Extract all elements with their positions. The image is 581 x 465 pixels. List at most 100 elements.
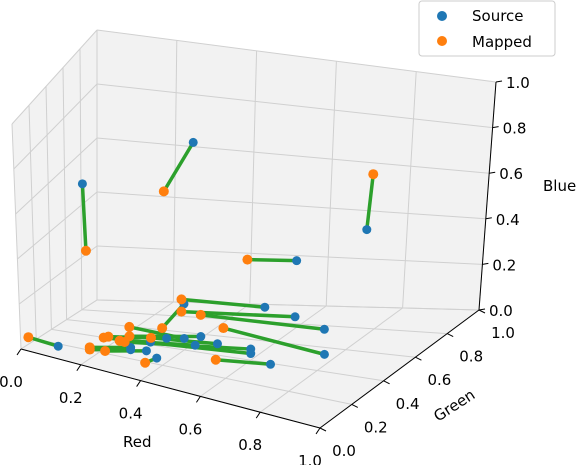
source-point-22 — [319, 349, 329, 359]
z-tick-label-2: 0.4 — [496, 211, 520, 229]
grid-back-z-5 — [96, 29, 497, 83]
mapped-point-21 — [210, 354, 221, 365]
y-tick-mark-4 — [446, 333, 454, 338]
mapped-point-8 — [157, 323, 168, 334]
source-point-9 — [162, 333, 172, 343]
mapped-point-4 — [242, 254, 253, 265]
x-tick-mark-1 — [76, 364, 82, 372]
x-tick-label-2: 0.4 — [119, 405, 143, 423]
mapped-point-12 — [145, 332, 156, 343]
y-tick-label-5: 1.0 — [491, 324, 515, 342]
mapped-point-3 — [368, 169, 379, 180]
grid-left-y-0 — [11, 123, 22, 350]
grid-floor-x-3 — [200, 305, 327, 397]
x-tick-label-0: 0.0 — [0, 373, 23, 391]
grid-back-x-4 — [402, 71, 417, 309]
z-axis-label: Blue — [543, 177, 576, 195]
mapped-point-0 — [23, 332, 34, 343]
x-axis-line — [20, 348, 321, 429]
z-tick-label-5: 1.0 — [506, 74, 530, 92]
back-wall-pane — [97, 30, 496, 310]
link-line-1 — [80, 182, 88, 253]
link-line-21 — [213, 357, 273, 367]
z-tick-mark-2 — [485, 217, 492, 220]
link-line-5 — [179, 297, 267, 309]
data-points — [23, 137, 379, 369]
x-tick-labels: 0.0 0.2 0.4 0.6 0.8 1.0 — [0, 348, 322, 465]
source-point-21 — [266, 359, 276, 369]
z-axis-line — [478, 81, 497, 311]
x-tick-mark-5 — [315, 427, 321, 435]
y-axis-label: Green — [430, 386, 478, 426]
source-point-1 — [77, 179, 87, 189]
source-point-5 — [260, 302, 270, 312]
legend: Source Mapped — [418, 0, 556, 57]
y-tick-label-1: 0.2 — [364, 418, 388, 436]
x-tick-label-1: 0.2 — [59, 389, 83, 407]
mapped-point-15 — [119, 336, 130, 347]
mapped-point-19 — [100, 345, 111, 356]
mapped-point-2 — [158, 186, 169, 197]
grid-left-z-5 — [11, 29, 98, 125]
grid-left-z-1 — [18, 245, 98, 305]
source-point-12 — [212, 339, 222, 349]
z-tick-mark-0 — [478, 308, 486, 311]
x-tick-label-3: 0.6 — [178, 420, 202, 438]
grid-left-y-1 — [28, 105, 37, 340]
grid-back-z-3 — [96, 137, 490, 174]
x-tick-label-5: 1.0 — [298, 452, 322, 465]
x-tick-mark-0 — [16, 348, 22, 356]
x-tick-mark-3 — [196, 396, 201, 403]
link-line-3 — [365, 172, 376, 232]
z-tick-mark-3 — [489, 171, 496, 174]
y-tick-mark-0 — [319, 427, 327, 432]
axis-lines — [20, 81, 497, 429]
mapped-point-20 — [140, 357, 151, 368]
x-tick-mark-4 — [255, 411, 261, 419]
link-line-4 — [245, 257, 299, 263]
grid-left-z-3 — [15, 137, 98, 215]
mapped-point-10 — [124, 321, 135, 332]
grid-floor-y-5 — [96, 299, 480, 311]
source-point-13 — [190, 340, 200, 350]
grid-left-y-3 — [62, 67, 68, 320]
link-line-22 — [221, 326, 327, 357]
link-line-0 — [26, 335, 60, 348]
legend-mapped-marker — [437, 36, 447, 46]
grid-back-z-4 — [96, 83, 493, 129]
mapped-point-16 — [98, 332, 109, 343]
y-tick-mark-2 — [383, 380, 390, 385]
y-tick-labels: 0.0 0.2 0.4 0.6 0.8 1.0 — [319, 309, 515, 460]
legend-mapped-label: Mapped — [472, 33, 532, 51]
source-point-11 — [196, 332, 206, 342]
x-axis-label: Red — [123, 433, 152, 451]
z-tick-mark-5 — [495, 80, 503, 83]
source-point-2 — [188, 137, 198, 147]
left-wall-pane — [12, 30, 97, 349]
source-point-3 — [362, 225, 372, 235]
grid-back-z-2 — [96, 191, 486, 220]
z-tick-label-0: 0.0 — [489, 302, 513, 320]
grid-floor-x-4 — [259, 307, 403, 413]
mapped-point-7 — [195, 309, 206, 320]
y-tick-label-0: 0.0 — [332, 442, 356, 460]
source-point-10 — [179, 333, 189, 343]
legend-source-marker — [437, 11, 447, 21]
grid-left-z-0 — [20, 299, 98, 350]
source-point-18 — [126, 345, 136, 355]
y-tick-label-4: 0.8 — [459, 348, 483, 366]
z-tick-mark-1 — [482, 262, 489, 265]
grid-left-y-2 — [45, 86, 52, 330]
grid-back-z-1 — [96, 245, 483, 265]
source-point-7 — [319, 324, 329, 334]
x-tick-mark-2 — [136, 380, 142, 387]
y-tick-mark-1 — [351, 403, 359, 408]
x-tick-label-4: 0.8 — [238, 436, 262, 454]
y-tick-label-2: 0.4 — [396, 395, 420, 413]
y-axis-line — [319, 309, 480, 429]
link-line-7 — [198, 313, 327, 332]
mapped-point-1 — [80, 245, 91, 256]
mapped-point-18 — [84, 344, 95, 355]
y-tick-mark-3 — [415, 356, 422, 361]
